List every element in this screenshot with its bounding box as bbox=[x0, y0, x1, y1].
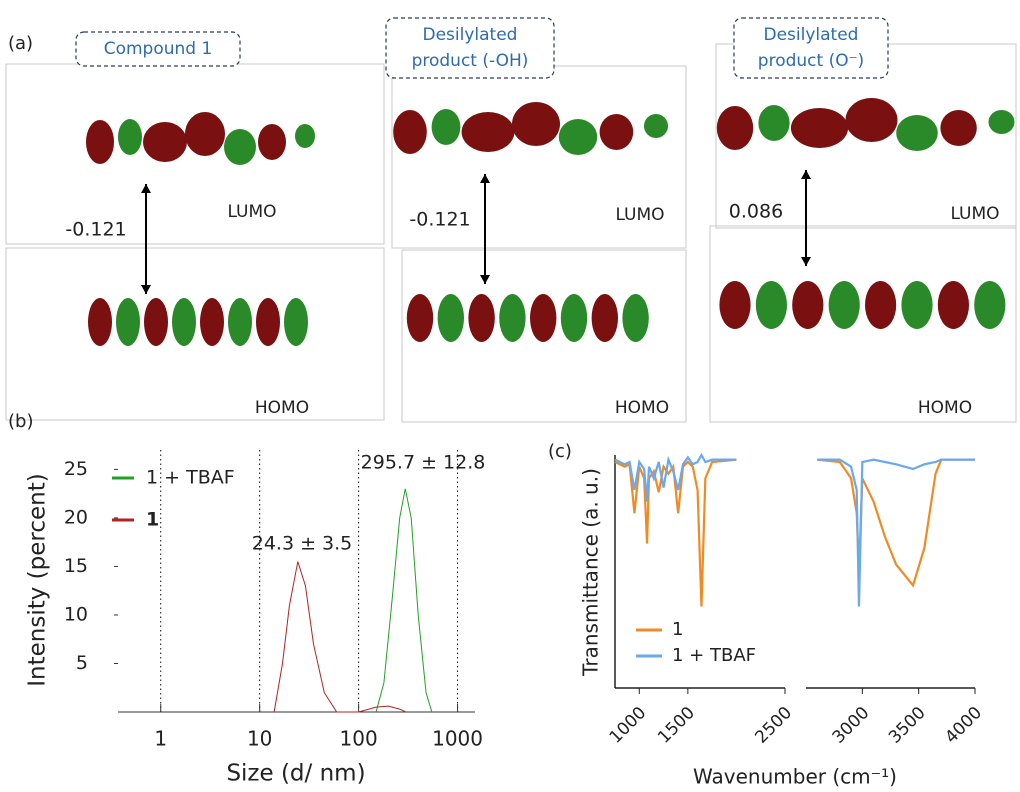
y-tick-label: 25 bbox=[64, 458, 88, 480]
panel-c: (c) 1000 1500 2500 3000 3500 4000 Wavenumber (c… bbox=[548, 441, 986, 789]
lumo-orbital bbox=[716, 98, 1015, 151]
image-frame bbox=[709, 225, 1017, 423]
homo-label: HOMO bbox=[615, 398, 669, 418]
line-series bbox=[817, 458, 975, 607]
title-box bbox=[733, 17, 889, 79]
panel-label: (b) bbox=[8, 411, 33, 432]
homo-label: HOMO bbox=[255, 398, 309, 418]
legend-label: 1 bbox=[672, 619, 683, 640]
homo-orbital bbox=[719, 281, 1006, 329]
x-tick-label: 1000 bbox=[606, 703, 651, 748]
x-tick-label: 3500 bbox=[885, 703, 930, 748]
x-tick-label: 1000 bbox=[432, 727, 483, 751]
line-series bbox=[817, 458, 975, 588]
homo-orbital bbox=[88, 298, 308, 346]
image-frame bbox=[5, 63, 385, 245]
x-axis-title: Size (d/ nm) bbox=[226, 761, 365, 787]
x-tick-label: 100 bbox=[340, 727, 378, 751]
title-box bbox=[75, 31, 241, 67]
panel-label: (a) bbox=[8, 33, 33, 54]
compound-title: Desilylated bbox=[423, 25, 518, 45]
panel-b: (b) 1 10 100 1000 5 10 15 20 25 Size (d/ nm) Intens… bbox=[8, 411, 485, 787]
legend-label: 1 + TBAF bbox=[146, 467, 235, 489]
x-tick-label: 1500 bbox=[654, 703, 699, 748]
x-tick-label: 10 bbox=[247, 727, 272, 751]
y-tick-label: 15 bbox=[64, 555, 88, 577]
legend-label: 1 + TBAF bbox=[672, 645, 756, 666]
line-series bbox=[614, 452, 737, 502]
x-tick-label: 3000 bbox=[829, 703, 874, 748]
y-tick-label: 10 bbox=[64, 603, 88, 625]
y-tick-label: 20 bbox=[64, 506, 88, 528]
annotation: 24.3 ± 3.5 bbox=[252, 533, 353, 555]
homo-orbital bbox=[406, 294, 649, 342]
lumo-orbital bbox=[86, 112, 315, 165]
compound-title: Desilylated bbox=[764, 25, 859, 45]
x-axis-title: Wavenumber (cm⁻¹) bbox=[693, 765, 897, 789]
legend-label: 1 bbox=[146, 509, 159, 531]
compound-title: product (-OH) bbox=[412, 51, 529, 71]
x-tick-label: 1 bbox=[154, 727, 167, 751]
panel-label: (c) bbox=[548, 441, 572, 462]
lumo-label: LUMO bbox=[615, 205, 664, 225]
energy-gap: -0.121 bbox=[65, 219, 126, 241]
line-series bbox=[375, 488, 433, 713]
lumo-label: LUMO bbox=[950, 204, 999, 224]
y-axis-title: Intensity (percent) bbox=[25, 473, 51, 686]
lumo-orbital bbox=[393, 102, 668, 155]
x-tick-label: 4000 bbox=[941, 703, 986, 748]
image-frame bbox=[5, 247, 385, 421]
image-frame bbox=[401, 249, 687, 423]
panel-a: Compound 1 -0.121 LUMO HOMO Desilylated produ… bbox=[65, 17, 1000, 418]
compound-title: Compound 1 bbox=[104, 39, 213, 59]
lumo-label: LUMO bbox=[227, 202, 276, 222]
energy-gap: -0.121 bbox=[409, 209, 470, 231]
x-tick-label: 2500 bbox=[751, 703, 796, 748]
compound-title: product (O⁻) bbox=[758, 51, 864, 71]
title-box bbox=[385, 17, 555, 79]
y-axis-title: Transmittance (a. u.) bbox=[579, 468, 603, 677]
annotation: 295.7 ± 12.8 bbox=[361, 452, 486, 474]
line-series bbox=[273, 561, 407, 713]
energy-gap: 0.086 bbox=[729, 201, 783, 223]
y-tick-label: 5 bbox=[76, 652, 88, 674]
homo-label: HOMO bbox=[918, 398, 972, 418]
